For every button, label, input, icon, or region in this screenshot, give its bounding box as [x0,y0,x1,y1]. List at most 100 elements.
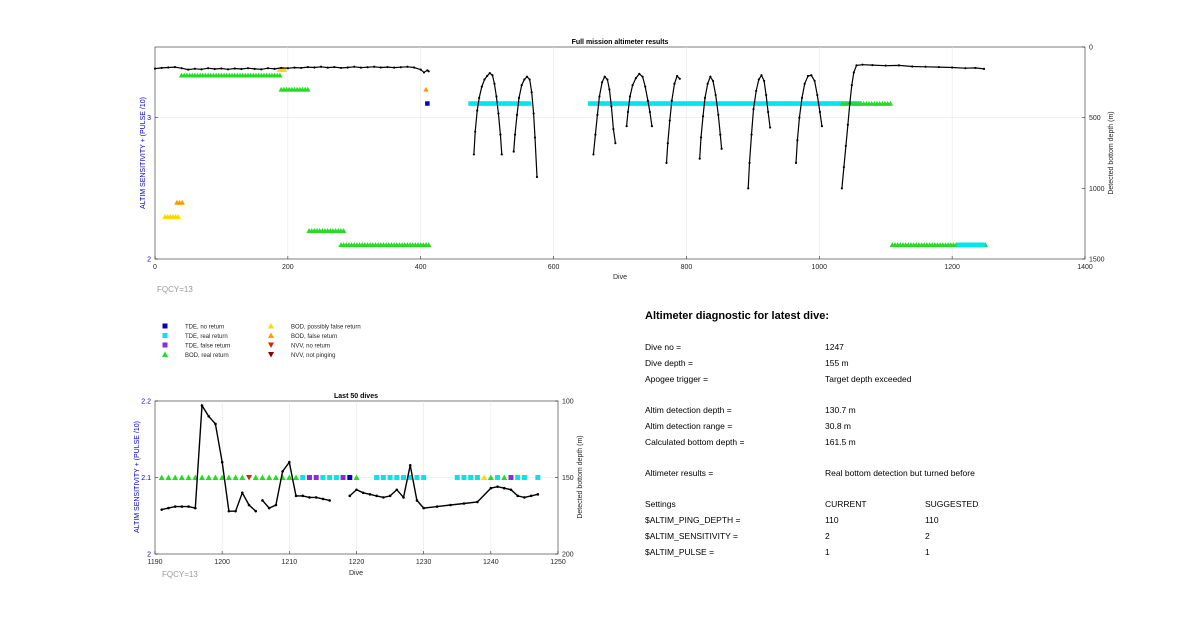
depth-point [813,79,816,83]
setting-suggested: 2 [925,531,930,541]
depth-point [213,67,216,71]
diag-row-settings-header: Settings CURRENT SUGGESTED [645,496,1165,512]
depth-point [382,496,385,499]
marker-tde-real-return [787,101,792,106]
marker-tde-real-return [641,101,646,106]
setting-name: $ALTIM_SENSITIVITY = [645,531,738,541]
marker-tde-real-return [162,333,168,338]
depth-point [634,76,638,80]
diag-label: Dive no = [645,342,682,352]
marker-tde-real-return [651,101,657,106]
depth-point [348,494,352,498]
depth-point [402,496,405,499]
tick-label: 1200 [944,264,960,271]
marker-tde-real-return [662,101,667,106]
marker-tde-real-return [513,101,518,106]
marker-tde-real-return [495,475,501,480]
depth-point [650,125,653,128]
marker-tde-real-return [972,242,977,248]
marker-bod-real-return [293,474,300,480]
marker-tde-real-return [648,101,654,106]
depth-point [755,89,758,92]
depth-point [422,506,425,510]
marker-bod-real-return [340,228,347,233]
depth-point [412,66,416,69]
marker-tde-real-return [696,101,702,106]
diag-row-dive-no: Dive no = 1247 [645,339,1165,355]
tick-label: 1000 [1089,186,1105,193]
depth-point [747,187,750,190]
depth-point [366,66,369,69]
marker-tde-real-return [474,475,480,480]
depth-point [261,499,264,502]
marker-tde-real-return [659,101,665,106]
diag-label: Dive depth = [645,358,693,368]
depth-point [194,506,197,510]
depth-point [840,187,843,190]
depth-point [314,496,318,499]
marker-tde-real-return [969,242,975,248]
marker-tde-real-return [611,101,617,106]
tick-label: 1220 [349,559,365,566]
marker-tde-real-return [421,475,427,480]
marker-tde-real-return [320,475,326,480]
marker-tde-real-return [300,475,306,480]
depth-point [319,65,323,68]
tick-label: 100 [562,399,574,406]
depth-point [844,144,847,148]
marker-tde-real-return [524,101,529,106]
tick-label: 1250 [550,559,566,566]
depth-point [480,85,483,88]
depth-point [266,67,270,70]
diag-row-dive-depth: Dive depth = 155 m [645,355,1165,371]
depth-point [493,82,496,85]
depth-point [842,166,845,169]
depth-point [368,493,372,496]
depth-point [234,509,237,513]
depth-point [644,85,647,88]
marker-nvv-no-return [246,475,253,481]
depth-point [648,110,651,114]
depth-point [750,133,753,136]
depth-point [608,88,611,91]
depth-point [610,105,613,108]
depth-point [513,133,517,136]
depth-point [717,113,720,116]
depth-point [678,77,681,80]
marker-tde-real-return [980,242,985,248]
depth-point [803,82,806,85]
marker-tde-real-return [956,242,962,248]
depth-point [373,65,376,68]
depth-point [167,66,170,69]
depth-point [254,509,258,513]
setting-current: 110 [825,515,839,525]
depth-point [964,67,967,70]
depth-point [951,66,954,69]
depth-point [512,150,515,153]
legend-label: TDE, false return [185,344,230,350]
depth-point [488,72,491,75]
tick-label: 200 [562,552,574,559]
marker-bod-real-return [286,474,293,480]
depth-point [763,79,766,83]
marker-tde-real-return [755,101,760,106]
depth-point [187,68,190,71]
diag-row-calc-bottom: Calculated bottom depth = 161.5 m [645,434,1165,450]
marker-tde-real-return [821,101,827,106]
depth-point [871,63,874,67]
marker-bod-real-return [425,242,432,248]
depth-point [328,499,331,502]
marker-tde-real-return [691,101,696,106]
marker-tde-real-return [959,242,964,248]
marker-tde-real-return [454,475,460,480]
marker-tde-real-return [827,101,832,106]
marker-tde-real-return [749,101,755,106]
main-y-left-ticks: 23 [147,115,158,264]
legend-label: BOD, false return [291,334,337,340]
depth-point [180,67,183,70]
marker-tde-real-return [789,101,795,106]
marker-tde-real-return [688,101,694,106]
marker-tde-real-return [763,101,768,106]
depth-point [517,96,521,99]
